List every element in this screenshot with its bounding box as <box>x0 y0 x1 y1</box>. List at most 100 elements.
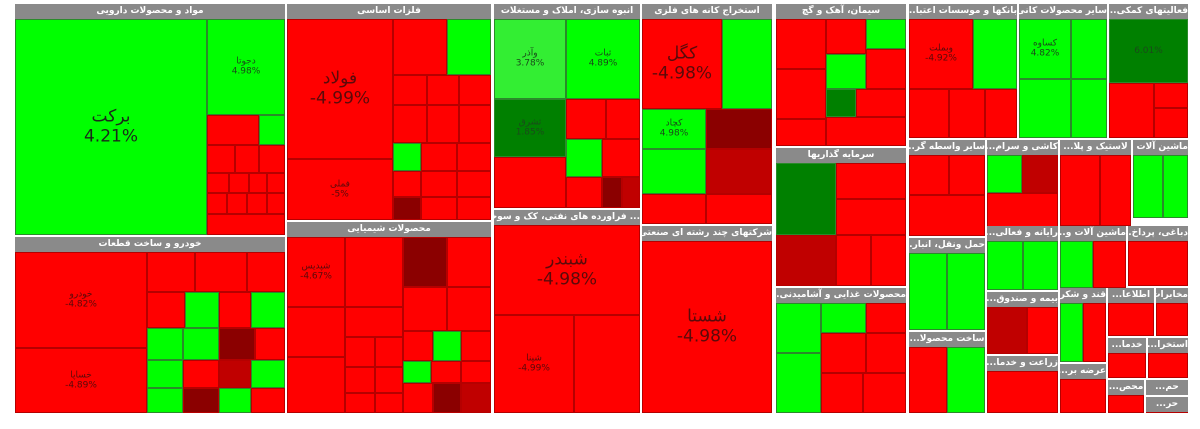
stock-tile[interactable] <box>287 307 345 357</box>
stock-tile[interactable] <box>421 197 457 220</box>
stock-tile[interactable] <box>403 383 433 413</box>
sector-block[interactable]: فلزات اساسی فولاد -4.99% فملی -5% <box>287 4 491 220</box>
stock-tile-labeled[interactable]: 6.01% <box>1109 19 1188 83</box>
stock-tile[interactable] <box>1060 303 1083 362</box>
stock-tile[interactable] <box>393 171 421 197</box>
stock-tile[interactable] <box>866 49 906 89</box>
stock-tile[interactable] <box>776 69 826 119</box>
stock-tile[interactable] <box>1109 83 1154 138</box>
stock-tile[interactable] <box>219 360 251 388</box>
stock-tile[interactable] <box>871 235 906 286</box>
stock-tile[interactable] <box>207 173 229 193</box>
stock-tile[interactable] <box>229 173 249 193</box>
stock-tile-labeled[interactable]: وآذر 3.78% <box>494 19 566 99</box>
stock-tile[interactable] <box>949 89 985 138</box>
stock-tile[interactable] <box>247 193 267 214</box>
stock-tile[interactable] <box>1023 241 1058 290</box>
stock-tile[interactable] <box>431 361 461 383</box>
stock-tile-labeled[interactable]: وبملت -4.92% <box>909 19 973 89</box>
stock-tile[interactable] <box>267 193 285 214</box>
sector-block[interactable]: خودرو و ساخت قطعات خودرو -4.82% خساپا -4.89% <box>15 237 285 413</box>
stock-tile[interactable] <box>345 337 375 367</box>
stock-tile[interactable] <box>251 292 285 328</box>
stock-tile[interactable] <box>1071 19 1107 79</box>
stock-tile[interactable] <box>909 195 985 236</box>
stock-tile-labeled[interactable]: کگل -4.98% <box>642 19 722 109</box>
sector-block[interactable]: حر... <box>1146 397 1188 413</box>
sector-block[interactable]: رایانه و فعالی... <box>987 226 1058 290</box>
stock-tile[interactable] <box>836 235 871 286</box>
stock-tile[interactable] <box>403 237 447 287</box>
sector-block[interactable]: ماشین آلات و... <box>1060 226 1126 288</box>
sector-block[interactable]: بیمه و صندوق... <box>987 292 1058 354</box>
sector-block[interactable]: سایر واسطه گر... <box>909 140 985 236</box>
sector-block[interactable]: حم... <box>1146 380 1188 395</box>
stock-tile[interactable] <box>776 353 821 413</box>
stock-tile[interactable] <box>183 328 219 360</box>
stock-tile[interactable] <box>1148 353 1188 378</box>
stock-tile[interactable] <box>1156 303 1188 336</box>
sector-block[interactable]: لاستیک و پلا... <box>1060 140 1131 226</box>
stock-tile[interactable] <box>987 155 1022 193</box>
stock-tile[interactable] <box>421 143 457 171</box>
sector-block[interactable]: شرکتهای چند رشته ای صنعتی شستا -4.98% <box>642 226 772 413</box>
stock-tile[interactable] <box>622 177 640 208</box>
stock-tile[interactable] <box>393 19 447 75</box>
sector-block[interactable]: مخابرات <box>1156 288 1188 336</box>
stock-tile[interactable] <box>227 193 247 214</box>
stock-tile[interactable] <box>836 163 906 199</box>
stock-tile[interactable] <box>1108 395 1144 413</box>
stock-tile-labeled[interactable]: فولاد -4.99% <box>287 19 393 159</box>
stock-tile[interactable] <box>235 145 259 173</box>
stock-tile[interactable] <box>909 347 947 413</box>
stock-tile[interactable] <box>642 149 706 194</box>
sector-block[interactable]: دباغی، پرداخ... <box>1128 226 1188 286</box>
stock-tile[interactable] <box>447 19 491 75</box>
stock-tile[interactable] <box>863 373 906 413</box>
stock-tile[interactable] <box>433 331 461 361</box>
stock-tile[interactable] <box>706 109 772 149</box>
stock-tile[interactable] <box>1100 155 1131 226</box>
stock-tile[interactable] <box>147 252 195 292</box>
stock-tile[interactable] <box>267 173 285 193</box>
stock-tile[interactable] <box>1083 303 1106 362</box>
stock-tile[interactable] <box>776 303 821 353</box>
sector-block[interactable]: محصولات غذایی و آشامیدنی... <box>776 288 906 413</box>
stock-tile[interactable] <box>821 373 863 413</box>
stock-tile-labeled[interactable]: شستا -4.98% <box>642 241 772 413</box>
sector-block[interactable]: فعالیتهای کمکی... 6.01% <box>1109 4 1188 138</box>
sector-block[interactable]: خدما... <box>1108 338 1146 378</box>
stock-tile[interactable] <box>602 139 640 177</box>
sector-block[interactable]: انبوه سازی، املاک و مستغلات وآذر 3.78% ثبات… <box>494 4 640 208</box>
stock-tile[interactable] <box>1154 83 1188 108</box>
sector-block[interactable]: اطلاعا... <box>1108 288 1154 336</box>
stock-tile[interactable] <box>393 75 427 105</box>
stock-tile[interactable] <box>909 155 949 195</box>
stock-tile[interactable] <box>345 393 375 413</box>
stock-tile[interactable] <box>393 143 421 171</box>
stock-tile[interactable] <box>459 105 491 143</box>
stock-tile[interactable] <box>207 145 235 173</box>
stock-tile[interactable] <box>403 331 433 361</box>
stock-tile[interactable] <box>251 360 285 388</box>
stock-tile[interactable] <box>866 19 906 49</box>
stock-tile[interactable] <box>1108 353 1146 378</box>
stock-tile[interactable] <box>219 292 251 328</box>
stock-tile[interactable] <box>183 360 219 388</box>
stock-tile[interactable] <box>433 383 461 413</box>
stock-tile[interactable] <box>259 145 285 173</box>
stock-tile[interactable] <box>259 115 285 145</box>
stock-tile[interactable] <box>345 367 375 393</box>
stock-tile[interactable] <box>574 315 640 413</box>
sector-block[interactable]: محصولات شیمیایی شپدیس -4.67% <box>287 222 491 413</box>
sector-block[interactable]: ... فراورده های نفتی، کک و سوخت شبندر -4.9… <box>494 210 640 413</box>
stock-tile[interactable] <box>566 139 602 177</box>
stock-tile[interactable] <box>251 388 285 413</box>
stock-tile-labeled[interactable]: خودرو -4.82% <box>15 252 147 348</box>
stock-tile[interactable] <box>183 388 219 413</box>
stock-tile[interactable] <box>457 171 491 197</box>
stock-tile[interactable] <box>219 388 251 413</box>
stock-tile[interactable] <box>856 89 906 117</box>
stock-tile-labeled[interactable]: ثبات 4.89% <box>566 19 640 99</box>
